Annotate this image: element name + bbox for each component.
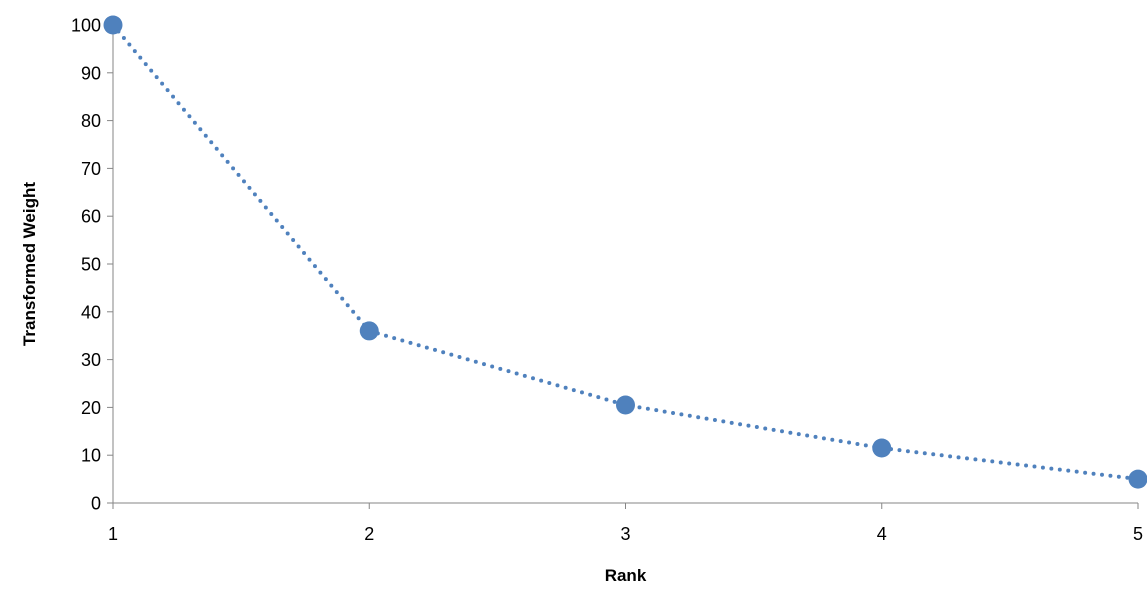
data-point bbox=[1128, 469, 1147, 489]
y-axis-title: Transformed Weight bbox=[20, 182, 39, 346]
y-tick-label: 40 bbox=[81, 302, 101, 322]
y-tick-label: 20 bbox=[81, 398, 101, 418]
x-axis-title: Rank bbox=[605, 566, 647, 585]
data-point bbox=[872, 438, 892, 458]
y-tick-label: 60 bbox=[81, 207, 101, 227]
x-tick-label: 4 bbox=[877, 524, 887, 544]
data-point bbox=[103, 15, 123, 35]
series-line-group bbox=[103, 15, 1147, 489]
y-tick-label: 30 bbox=[81, 350, 101, 370]
x-tick-label: 2 bbox=[364, 524, 374, 544]
y-tick-label: 50 bbox=[81, 255, 101, 275]
y-tick-label: 0 bbox=[91, 494, 101, 514]
data-point bbox=[616, 395, 635, 415]
y-tick-label: 80 bbox=[81, 111, 101, 131]
x-axis: 1 2 3 4 5 bbox=[108, 502, 1143, 544]
y-axis: 0 10 20 30 40 50 60 70 80 90 100 bbox=[71, 16, 114, 514]
y-tick-label: 90 bbox=[81, 63, 101, 83]
y-tick-label: 70 bbox=[81, 159, 101, 179]
x-tick-label: 1 bbox=[108, 524, 118, 544]
y-tick-label: 100 bbox=[71, 16, 101, 36]
y-tick-label: 10 bbox=[81, 446, 101, 466]
x-tick-label: 3 bbox=[620, 524, 630, 544]
x-tick-label: 5 bbox=[1133, 524, 1143, 544]
series-line bbox=[111, 23, 1140, 482]
data-point bbox=[359, 321, 379, 341]
